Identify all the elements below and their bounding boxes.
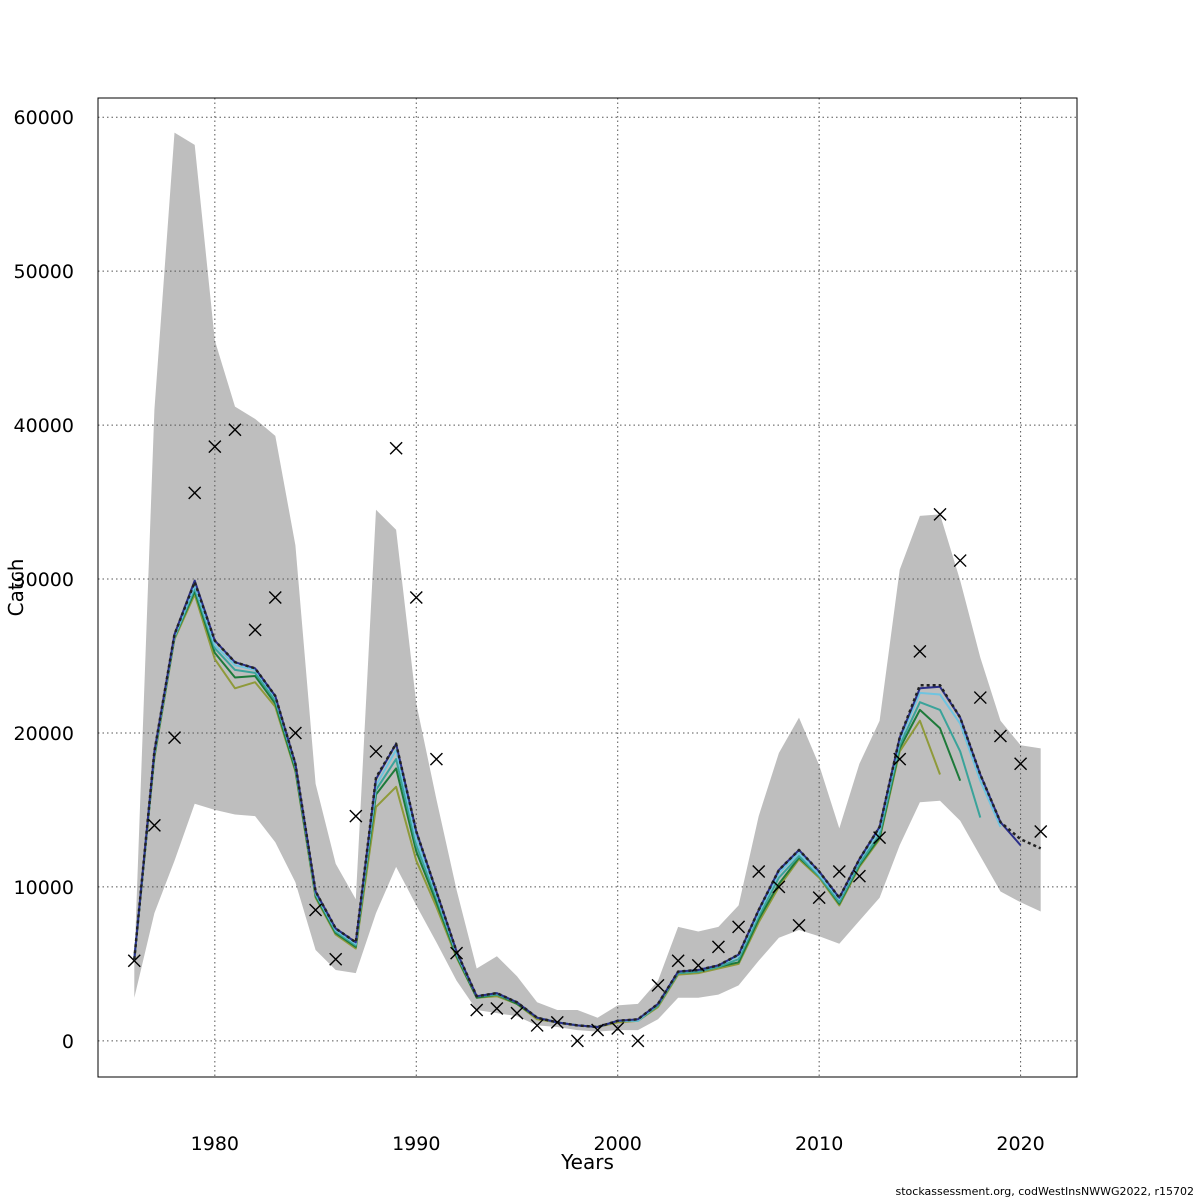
observed-point — [188, 486, 202, 500]
observed-point — [893, 752, 907, 766]
x-tick-label: 2010 — [795, 1133, 843, 1155]
observed-point — [732, 920, 746, 934]
observed-point — [752, 865, 766, 878]
observed-point — [671, 954, 685, 968]
observed-point — [450, 946, 464, 960]
observed-point — [1034, 824, 1048, 838]
y-tick-label: 10000 — [14, 877, 74, 899]
observed-point — [993, 729, 1007, 743]
observed-point — [288, 726, 302, 740]
grid-layer — [98, 98, 1077, 1077]
observed-point — [913, 644, 927, 658]
y-tick-label: 20000 — [14, 723, 74, 745]
observed-point — [550, 1015, 564, 1029]
observed-point — [570, 1034, 584, 1048]
observed-point — [228, 423, 242, 437]
observed-point — [812, 891, 826, 905]
y-tick-label: 60000 — [14, 107, 74, 129]
observed-point — [470, 1003, 484, 1017]
observed-point — [490, 1002, 504, 1015]
observed-point — [852, 869, 866, 883]
y-tick-label: 50000 — [14, 261, 74, 283]
observed-point — [873, 831, 887, 845]
footer-credit: stockassessment.org, codWestInsNWWG2022,… — [895, 1185, 1195, 1198]
observed-point — [268, 591, 282, 604]
observed-point — [711, 940, 725, 954]
observed-point — [208, 440, 222, 454]
observed-point — [792, 918, 806, 932]
series-line — [133, 593, 941, 1028]
observed-point — [510, 1006, 524, 1020]
x-tick-label: 1990 — [392, 1133, 440, 1155]
observed-point — [591, 1023, 605, 1037]
y-tick-label: 40000 — [14, 415, 74, 437]
observed-point — [309, 903, 323, 917]
observed-point — [631, 1034, 645, 1048]
observed-point — [933, 507, 947, 521]
x-tick-label: 2000 — [594, 1133, 642, 1155]
observed-point — [691, 958, 705, 972]
plot-frame — [97, 97, 1078, 1078]
observed-point — [369, 744, 383, 758]
observed-point — [1014, 757, 1028, 771]
y-tick-label: 30000 — [14, 569, 74, 591]
observed-point — [248, 623, 262, 637]
observed-point — [168, 731, 182, 745]
axis-layer: 1980 1990 2000 2010 2020 0 10000 20000 30000 4000… — [14, 107, 1045, 1155]
observed-point — [832, 865, 846, 878]
y-axis-title: Catch — [4, 559, 28, 617]
observed-point — [429, 752, 443, 766]
confidence-band — [134, 132, 1041, 1032]
confidence-band-layer — [134, 132, 1041, 1032]
observed-point — [147, 818, 161, 832]
observed-point — [127, 954, 141, 968]
y-tick-label: 0 — [62, 1031, 74, 1053]
observed-point — [973, 691, 987, 705]
observed-point — [389, 441, 403, 455]
series-layer — [133, 579, 1042, 1029]
observed-point — [772, 880, 786, 894]
x-tick-label: 1980 — [191, 1133, 239, 1155]
x-axis-title: Years — [560, 1150, 614, 1174]
observed-point — [409, 591, 423, 604]
series-line — [133, 580, 1042, 1029]
observed-point — [530, 1018, 544, 1032]
observed-point — [611, 1022, 625, 1036]
observed-point — [953, 554, 967, 568]
observed-point — [329, 952, 343, 966]
observed-point — [349, 809, 363, 823]
observed-point — [651, 978, 665, 992]
x-tick-label: 2020 — [996, 1133, 1044, 1155]
observations-layer — [127, 423, 1048, 1048]
